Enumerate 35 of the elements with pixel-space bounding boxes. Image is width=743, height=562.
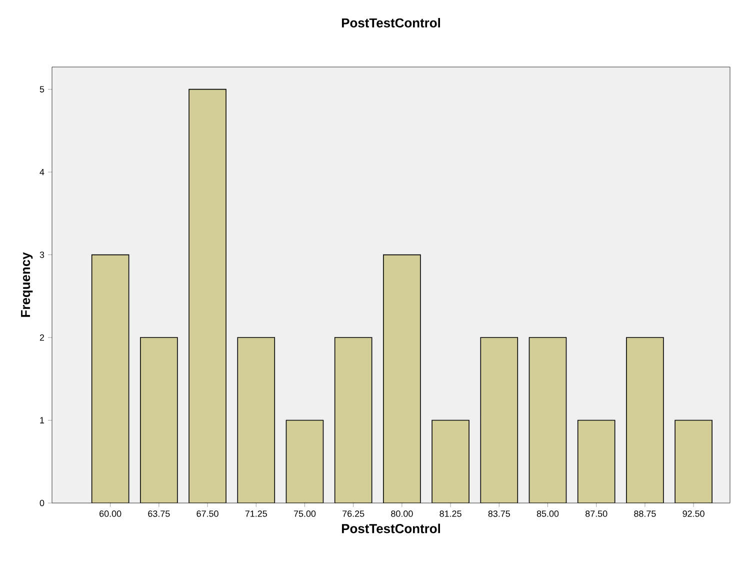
bar [334,338,372,503]
y-tick-label: 1 [40,417,44,424]
x-tick-label: 83.75 [488,510,510,517]
x-tick-label: 63.75 [148,510,170,517]
bar [480,338,518,503]
y-tick-label: 2 [40,334,44,341]
x-tick-label: 75.00 [294,510,316,517]
y-axis-title: Frequency [21,252,33,317]
x-tick-label: 88.75 [634,510,656,517]
bar [140,338,178,503]
bar [626,338,664,503]
x-tick-label: 92.50 [682,510,704,517]
bar [238,338,275,503]
x-tick-label: 81.25 [440,510,462,517]
chart-title: PostTestControl [342,18,440,28]
bar [529,338,566,503]
y-tick-label: 0 [40,500,44,506]
y-tick-label: 5 [40,86,44,92]
x-tick-label: 76.25 [342,510,364,517]
x-tick-label: 60.00 [100,510,122,517]
x-tick-label: 87.50 [586,510,608,517]
x-tick-label: 85.00 [536,510,559,517]
x-tick-label: 80.00 [391,510,413,517]
bar [674,420,712,503]
x-axis-title: PostTestControl [342,524,440,534]
bar [432,420,470,503]
bar [578,420,615,503]
bar [286,420,324,503]
x-tick-label: 71.25 [245,510,267,517]
y-tick-label: 4 [40,168,44,176]
bar [383,254,420,503]
bar [92,254,129,503]
x-tick-label: 67.50 [196,510,218,517]
y-tick-label: 3 [40,252,44,258]
bar [189,89,226,503]
